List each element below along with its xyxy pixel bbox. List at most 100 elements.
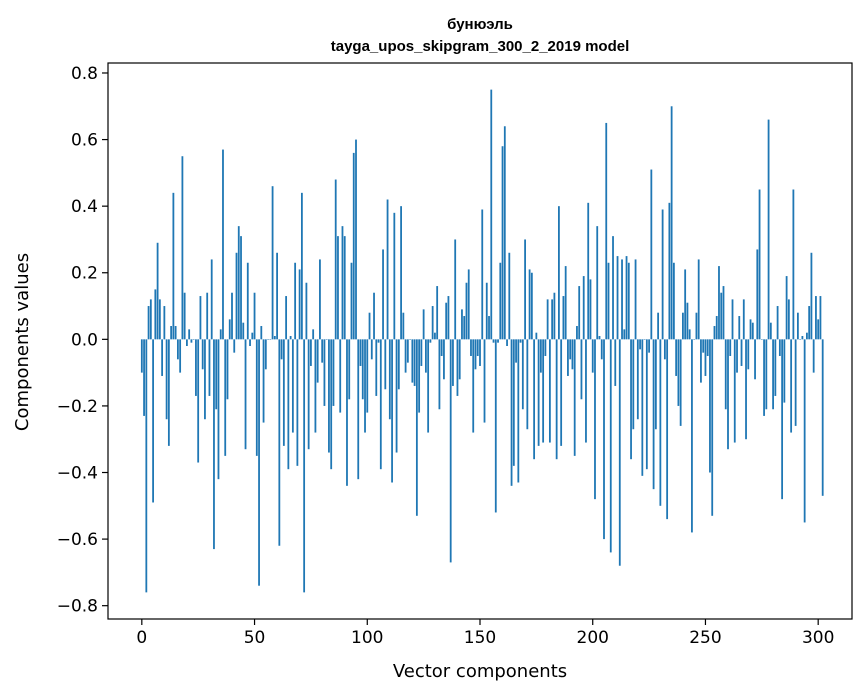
bar xyxy=(817,319,820,340)
bar xyxy=(634,259,637,340)
bar xyxy=(562,296,565,340)
bar xyxy=(499,262,502,340)
x-tick-label: 100 xyxy=(351,628,383,648)
chart-subtitle: tayga_upos_skipgram_300_2_2019 model xyxy=(331,38,630,55)
bar xyxy=(411,339,414,383)
bar xyxy=(508,252,511,340)
bar xyxy=(323,339,326,406)
bar xyxy=(445,302,448,340)
bar xyxy=(591,339,594,373)
bar xyxy=(598,336,601,340)
bar xyxy=(357,339,360,480)
bar xyxy=(675,339,678,376)
bar xyxy=(147,306,150,340)
chart-title: бунюэль xyxy=(447,16,513,33)
bar xyxy=(251,332,254,340)
bar xyxy=(413,339,416,386)
bar xyxy=(564,266,567,340)
bar xyxy=(600,339,603,360)
bar xyxy=(506,339,508,346)
bar xyxy=(751,322,754,340)
bar xyxy=(213,339,215,550)
bar xyxy=(343,236,346,340)
bar xyxy=(808,306,811,340)
bar xyxy=(603,339,605,540)
bar xyxy=(745,339,747,440)
bar xyxy=(328,339,330,453)
bar xyxy=(783,339,786,403)
bar xyxy=(386,199,389,340)
bar xyxy=(449,339,452,563)
bar xyxy=(582,276,585,340)
bar xyxy=(364,339,366,433)
bar xyxy=(310,339,312,366)
bar xyxy=(778,339,781,356)
bar xyxy=(359,339,362,366)
chart-titles: бунюэль tayga_upos_skipgram_300_2_2019 m… xyxy=(331,16,630,55)
bar xyxy=(589,279,592,340)
bar xyxy=(199,296,202,340)
bar xyxy=(763,339,765,416)
bar xyxy=(713,326,716,340)
bar xyxy=(512,339,515,466)
bar xyxy=(303,339,306,593)
bar xyxy=(377,339,380,343)
bar xyxy=(307,339,310,450)
bar xyxy=(569,339,572,360)
bar xyxy=(485,282,488,340)
bar xyxy=(605,122,608,340)
bar xyxy=(796,312,799,340)
bar xyxy=(616,256,619,340)
bar xyxy=(481,209,484,340)
bar xyxy=(654,339,657,430)
bar xyxy=(156,242,159,340)
bar xyxy=(319,259,321,340)
bar xyxy=(170,326,173,340)
bar xyxy=(515,339,517,363)
bar xyxy=(368,312,371,340)
bar xyxy=(470,339,472,356)
bar xyxy=(215,339,218,410)
bar xyxy=(420,339,423,366)
bar xyxy=(727,339,729,450)
bar xyxy=(760,339,763,340)
bar xyxy=(201,339,204,370)
bar xyxy=(578,286,581,340)
bar xyxy=(400,206,402,340)
bar xyxy=(686,302,689,340)
bar xyxy=(483,339,486,423)
bar xyxy=(145,339,148,593)
bar xyxy=(269,339,272,340)
bar xyxy=(240,236,242,340)
bar xyxy=(555,339,558,460)
bar xyxy=(639,339,641,350)
bar xyxy=(517,339,520,483)
bar xyxy=(391,339,393,483)
bar xyxy=(537,339,540,446)
bar xyxy=(415,339,418,516)
x-tick-label: 300 xyxy=(802,628,834,648)
bar xyxy=(440,339,443,356)
bar xyxy=(321,339,324,363)
bar xyxy=(242,322,245,340)
bar xyxy=(706,339,709,356)
bar xyxy=(375,339,378,396)
bar xyxy=(488,316,490,340)
bar xyxy=(388,339,391,420)
bar xyxy=(395,339,398,453)
bar xyxy=(291,339,294,433)
bar xyxy=(510,339,513,486)
bar xyxy=(819,296,822,340)
bar xyxy=(528,269,531,340)
bar xyxy=(260,326,263,340)
bar xyxy=(249,339,251,346)
bar xyxy=(688,329,691,340)
bar xyxy=(659,339,662,506)
bar xyxy=(663,339,666,360)
bar xyxy=(806,332,808,340)
bar xyxy=(397,339,400,390)
bar xyxy=(524,239,526,340)
bar xyxy=(154,289,157,340)
y-tick-label: 0.6 xyxy=(71,131,98,151)
